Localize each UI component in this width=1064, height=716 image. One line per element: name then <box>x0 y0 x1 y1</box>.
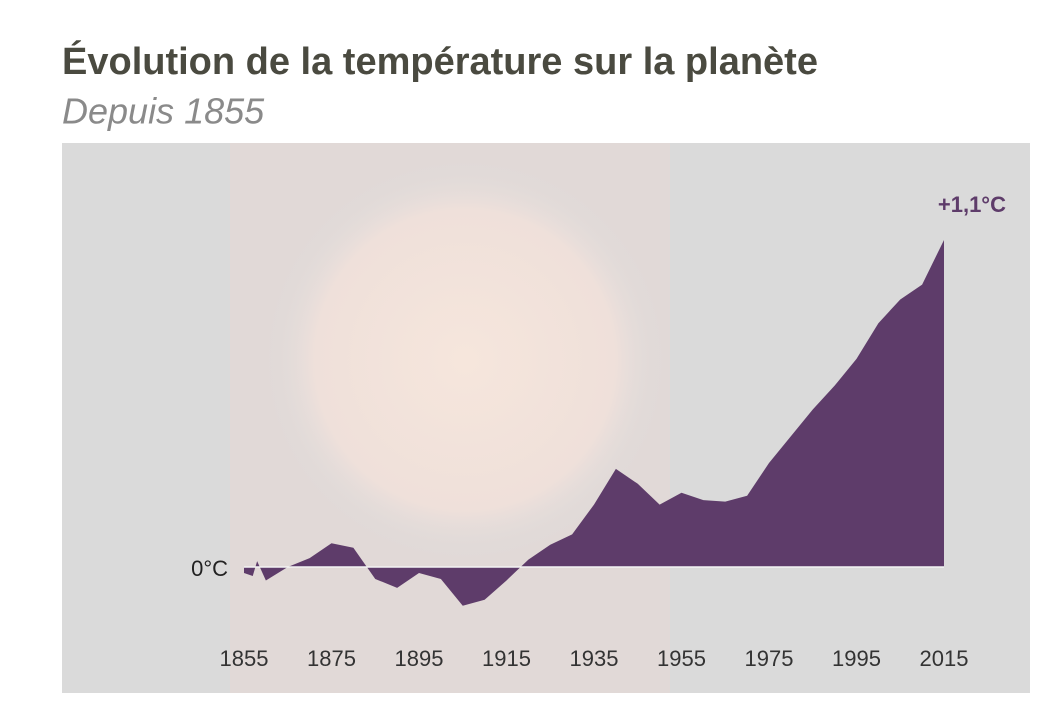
y-tick-label: 0°C <box>191 556 228 581</box>
chart-title: Évolution de la température sur la planè… <box>62 39 818 83</box>
chart-subtitle: Depuis 1855 <box>62 91 265 132</box>
x-tick-label: 1975 <box>745 646 794 671</box>
area <box>244 239 944 606</box>
x-tick-label: 1875 <box>307 646 356 671</box>
annotation: +1,1°C <box>938 192 1006 217</box>
x-tick-label: 1855 <box>220 646 269 671</box>
x-tick-label: 1935 <box>570 646 619 671</box>
x-tick-label: 1895 <box>395 646 444 671</box>
x-tick-label: 1995 <box>832 646 881 671</box>
x-tick-label: 1915 <box>482 646 531 671</box>
globe <box>265 160 665 560</box>
x-tick-label: 2015 <box>920 646 969 671</box>
x-tick-label: 1955 <box>657 646 706 671</box>
